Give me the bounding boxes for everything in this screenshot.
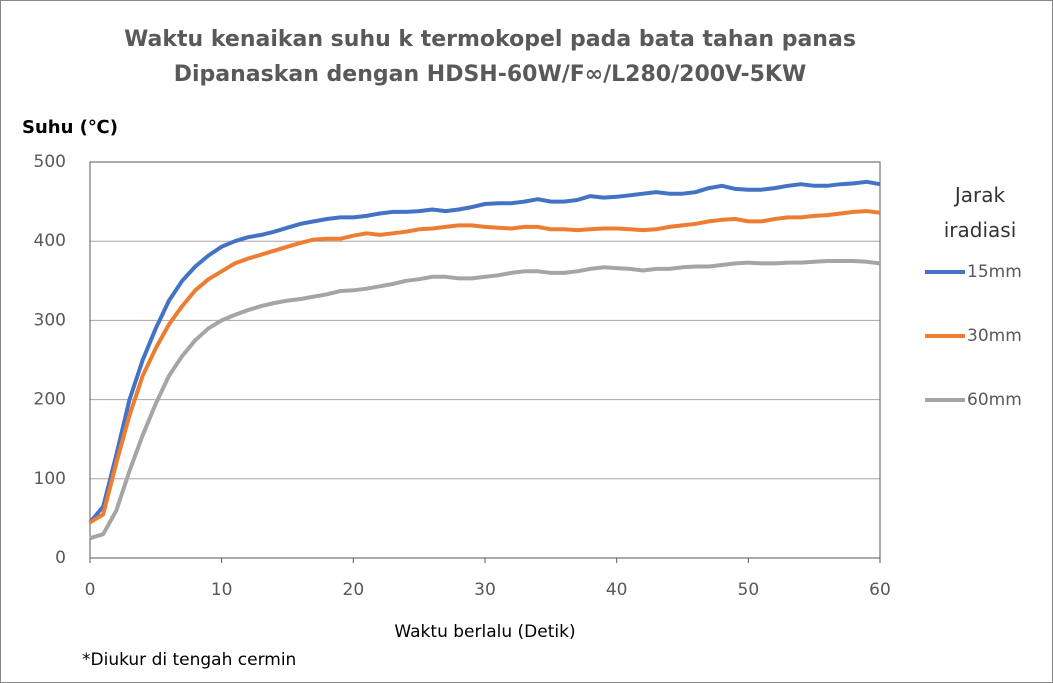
annotation: *Diukur di tengah cermin xyxy=(82,650,296,670)
series-line xyxy=(88,209,881,525)
chart-title: Waktu kenaikan suhu k termokopel pada ba… xyxy=(124,27,856,52)
x-tick-label: 60 xyxy=(869,580,891,600)
x-tick-label: 0 xyxy=(85,580,96,600)
x-tick-label: 30 xyxy=(474,580,496,600)
x-tick-label: 50 xyxy=(738,580,760,600)
x-tick-label: 10 xyxy=(211,580,233,600)
y-tick-label: 400 xyxy=(34,231,66,251)
series-line xyxy=(89,259,881,541)
legend-title: Jarak iradiasi xyxy=(943,183,1017,242)
x-axis-label: Waktu berlalu (Detik) xyxy=(394,622,575,642)
legend-label: 15mm xyxy=(967,262,1022,282)
x-tick-label: 20 xyxy=(343,580,365,600)
y-tick-label: 0 xyxy=(55,548,66,568)
y-tick-label: 100 xyxy=(34,469,66,489)
y-tick-label: 500 xyxy=(34,152,66,172)
chart-subtitle: Dipanaskan dengan HDSH-60W/F∞/L280/200V-… xyxy=(174,62,807,87)
series-line xyxy=(88,179,881,524)
y-tick-label: 200 xyxy=(34,390,66,410)
plot-border xyxy=(89,161,881,559)
legend-label: 30mm xyxy=(967,326,1022,346)
y-axis-label: Suhu (℃) xyxy=(22,117,118,138)
legend-label: 60mm xyxy=(967,390,1022,410)
x-tick-label: 40 xyxy=(606,580,628,600)
y-tick-label: 300 xyxy=(34,310,66,330)
